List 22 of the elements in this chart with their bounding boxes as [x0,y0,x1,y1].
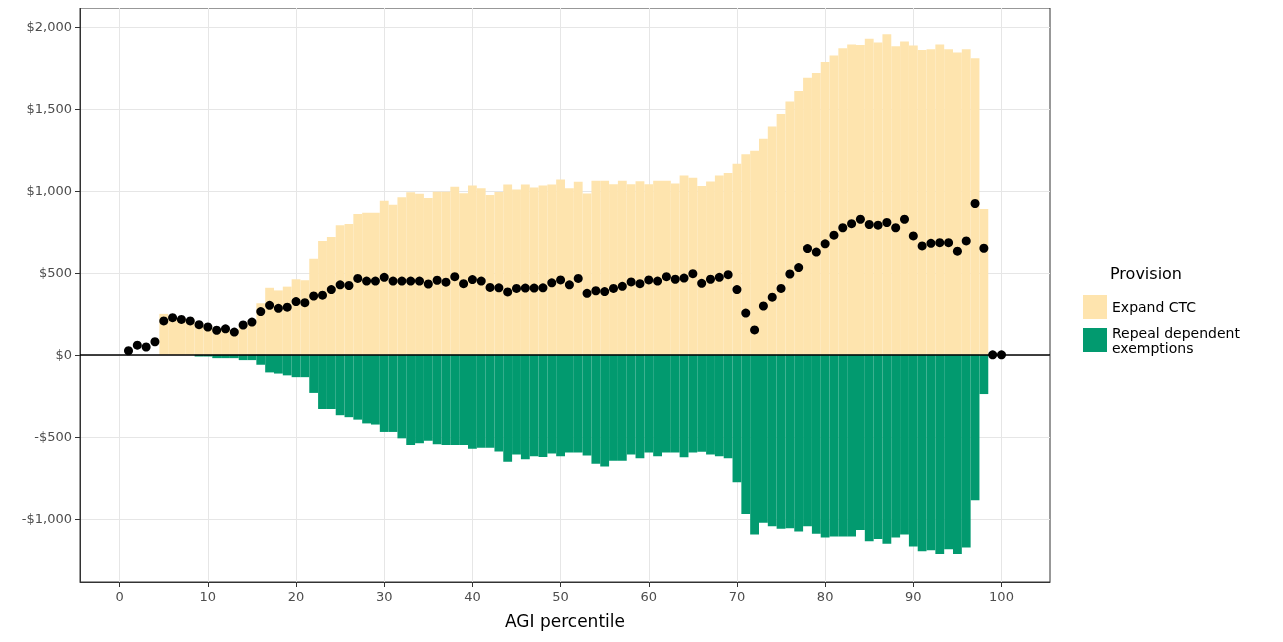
x-tick-label: 70 [728,589,746,604]
x-tick-label: 20 [287,589,305,604]
legend-title: Provision [1109,263,1183,283]
x-tick-label: 80 [816,589,834,604]
x-tick-label: 40 [464,589,481,604]
legend-label: Expand CTC [1112,299,1197,315]
x-tick-label: 60 [640,589,658,604]
y-tick-label: -$500 [34,429,72,445]
y-tick-label: $1,500 [26,101,72,117]
y-tick-label: $0 [55,347,72,363]
x-tick-label: 0 [115,589,124,604]
y-tick-label: -$1,000 [21,511,72,527]
x-axis-title: AGI percentile [505,610,625,631]
y-tick-label: $2,000 [26,19,72,35]
x-tick-label: 100 [989,589,1014,604]
x-tick-label: 10 [199,589,217,604]
x-tick-label: 50 [552,589,569,604]
y-tick-label: $500 [38,265,72,281]
y-tick-label: $1,000 [26,183,72,199]
legend-label: Repeal dependent exemptions [1112,324,1245,356]
x-tick-label: 90 [905,589,922,604]
x-tick-label: 30 [375,589,393,604]
